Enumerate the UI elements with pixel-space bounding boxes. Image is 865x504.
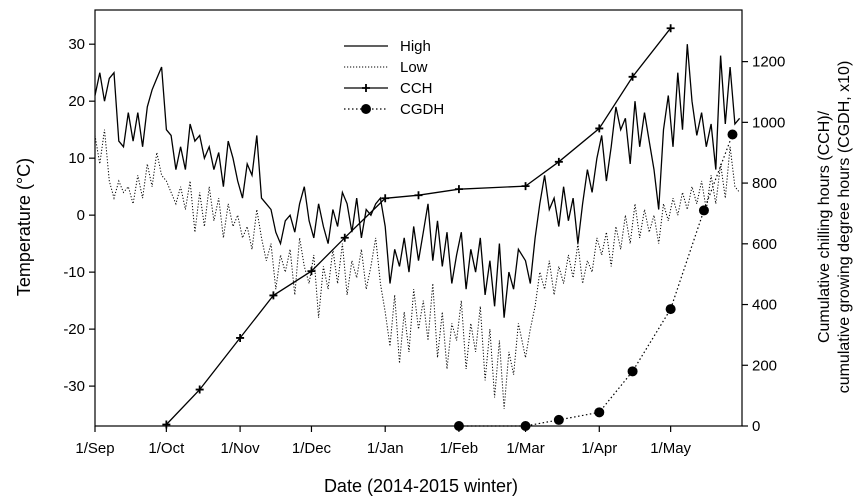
series-cch-line [165,27,672,425]
cch-point [414,191,423,200]
x-tick-label: 1/Oct [148,440,185,457]
cch-point [195,385,204,394]
cgdh-point [553,414,564,425]
cch-point [454,185,463,194]
y-left-tick-label: -20 [63,321,85,338]
y-left-tick-label: 0 [77,207,85,224]
y-left-tick-label: 30 [68,36,85,53]
cgdh-point [594,407,605,418]
legend-cch-marker [362,84,370,92]
series-layer [94,24,741,431]
cgdh-point [698,205,709,216]
y-right-tick-label: 200 [752,357,777,374]
cch-point [307,267,316,276]
cch-point [628,72,637,81]
legend-label-high: High [400,38,431,55]
cch-point [595,124,604,133]
axes: 1/Sep 1/Oct 1/Nov 1/Dec 1/Jan 1/Feb 1/Mar 1/Apr… [63,9,785,457]
y-right-tick-label: 1000 [752,114,785,131]
x-tick-label: 1/Nov [221,440,261,457]
legend-label-cch: CCH [400,80,433,97]
legend-label-low: Low [400,59,428,76]
series-low-line [94,129,740,409]
x-tick-label: 1/Feb [440,440,478,457]
y-right-tick-label: 1200 [752,54,785,71]
y-axis-label-right-line1: Cumulative chilling hours (CCH)/ [816,110,833,343]
y-axis-label-left: Temperature (°C) [14,158,34,296]
y-left-tick-label: 20 [68,93,85,110]
legend-label-cgdh: CGDH [400,101,444,118]
cch-point [340,233,349,242]
legend: High Low CCH CGDH [344,38,444,118]
cgdh-point [665,304,676,315]
plot-frame [94,9,743,427]
y-right-tick-label: 800 [752,175,777,192]
cch-point [666,24,675,33]
cgdh-point [727,129,738,140]
y-right-tick-label: 0 [752,418,760,435]
x-axis-label: Date (2014-2015 winter) [324,476,518,496]
x-tick-label: 1/Dec [292,440,332,457]
series-cgdh-line [458,134,734,427]
cgdh-point [627,366,638,377]
cch-point [521,182,530,191]
cch-point [554,157,563,166]
y-right-tick-label: 400 [752,297,777,314]
cch-point [269,291,278,300]
cch-point [236,333,245,342]
y-axis-label-right-line2: cumulative growing degree hours (CGDH, x… [836,61,853,394]
cch-point [381,194,390,203]
x-tick-label: 1/Jan [367,440,404,457]
x-tick-label: 1/Apr [581,440,617,457]
x-tick-label: 1/Sep [75,440,114,457]
x-tick-label: 1/Mar [506,440,544,457]
legend-cgdh-marker [361,104,371,114]
y-left-tick-label: 10 [68,150,85,167]
y-left-tick-label: -30 [63,378,85,395]
y-left-tick-label: -10 [63,264,85,281]
series-high-line [94,44,741,318]
x-tick-label: 1/May [650,440,691,457]
y-right-tick-label: 600 [752,236,777,253]
